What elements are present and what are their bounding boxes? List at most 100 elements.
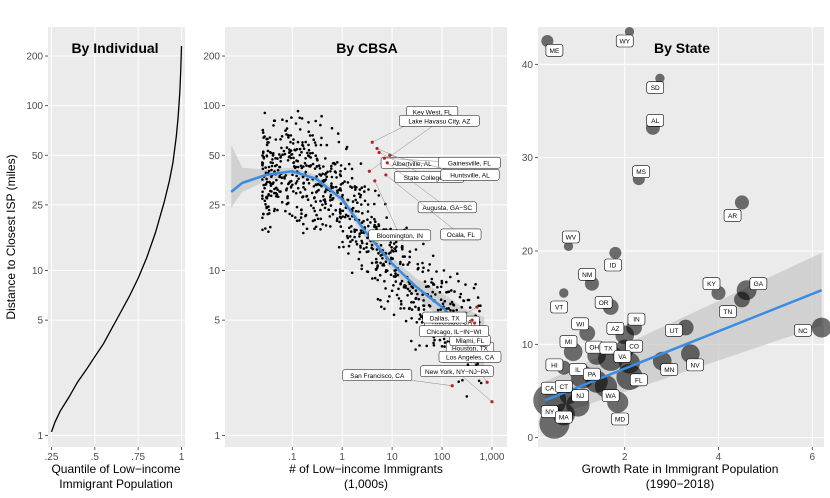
- cbsa-point: [339, 164, 343, 167]
- cbsa-point: [274, 156, 277, 160]
- cbsa-point: [357, 210, 360, 213]
- cbsa-point: [421, 261, 424, 265]
- cbsa-point: [338, 188, 341, 192]
- cbsa-point: [295, 205, 299, 209]
- highlighted-cbsa-point: [373, 179, 377, 183]
- cbsa-point: [313, 218, 317, 222]
- cbsa-point: [339, 225, 343, 228]
- x-tick-label: .25: [45, 452, 59, 463]
- panel-2-xlabel-line2: (1,000s): [344, 477, 388, 491]
- cbsa-label: Augusta, GA−SC: [422, 205, 472, 212]
- cbsa-point: [403, 284, 406, 287]
- cbsa-point: [261, 131, 265, 134]
- cbsa-point: [283, 175, 286, 179]
- cbsa-label: Ocala, FL: [447, 232, 476, 239]
- state-label: CA: [545, 386, 555, 393]
- state-label: TX: [604, 346, 613, 353]
- cbsa-point: [312, 138, 316, 141]
- cbsa-point: [263, 111, 267, 115]
- state-label-box: [559, 335, 578, 348]
- cbsa-label-box: [438, 156, 501, 169]
- cbsa-point: [336, 132, 340, 135]
- highlighted-cbsa-point: [475, 305, 479, 309]
- cbsa-point: [460, 305, 464, 309]
- cbsa-point: [307, 182, 311, 185]
- cbsa-point: [329, 204, 333, 207]
- cbsa-point: [280, 146, 283, 150]
- state-label-box: [554, 380, 573, 393]
- cbsa-point: [313, 227, 316, 230]
- cbsa-point: [269, 189, 272, 193]
- cbsa-point: [283, 152, 287, 156]
- cbsa-point: [351, 200, 355, 203]
- cbsa-point: [273, 119, 277, 122]
- panel-3-ticks: 0 10 20 30 40 2 4 6: [522, 60, 816, 463]
- panel-1-gridlines: [48, 27, 185, 447]
- state-label-box: [554, 410, 573, 424]
- cbsa-point: [295, 219, 299, 223]
- cbsa-point: [449, 309, 452, 312]
- cbsa-point: [267, 208, 271, 212]
- cbsa-point: [300, 212, 303, 215]
- cbsa-point: [339, 202, 343, 205]
- cbsa-point: [354, 209, 358, 213]
- cbsa-point: [388, 243, 392, 247]
- cbsa-point: [392, 313, 396, 317]
- state-label-box: [583, 367, 601, 381]
- highlighted-cbsa-point: [388, 153, 392, 157]
- cbsa-point: [330, 184, 333, 188]
- cbsa-point: [376, 264, 380, 267]
- cbsa-point: [322, 165, 325, 168]
- cbsa-point: [280, 200, 284, 204]
- cbsa-point: [349, 230, 353, 233]
- state-label: VA: [618, 354, 627, 361]
- cbsa-point: [299, 164, 303, 168]
- cbsa-label: Albertville, AL: [392, 161, 432, 168]
- panel-by-individual: 1 5 10 25 50 100 200 .25 .5 .75 1 By Individual Qu…: [4, 27, 185, 491]
- cbsa-point: [294, 191, 298, 195]
- cbsa-point: [422, 266, 425, 270]
- state-bubble: [624, 26, 635, 37]
- cbsa-point: [456, 272, 459, 276]
- cbsa-point: [287, 181, 291, 185]
- cbsa-point: [383, 279, 386, 283]
- state-label: MA: [559, 415, 569, 422]
- cbsa-point: [350, 225, 353, 228]
- cbsa-point: [267, 169, 271, 173]
- cbsa-point: [438, 338, 442, 342]
- cbsa-point: [309, 152, 312, 155]
- highlighted-cbsa-point: [450, 384, 454, 388]
- cbsa-point: [416, 267, 420, 271]
- cbsa-point: [434, 293, 437, 296]
- cbsa-point: [268, 136, 272, 139]
- cbsa-point: [261, 194, 264, 197]
- cbsa-point: [393, 247, 397, 250]
- cbsa-point: [339, 216, 343, 220]
- cbsa-point: [302, 165, 305, 168]
- cbsa-point: [346, 181, 350, 184]
- state-label-box: [646, 114, 665, 127]
- y-tick-label: 25: [32, 200, 44, 211]
- cbsa-point: [290, 153, 294, 156]
- cbsa-point: [305, 194, 309, 198]
- cbsa-point: [427, 285, 430, 288]
- y-tick-label: 5: [37, 316, 43, 327]
- cbsa-point: [450, 300, 454, 304]
- cbsa-point: [359, 162, 363, 165]
- cbsa-point: [313, 209, 317, 213]
- cbsa-point: [278, 153, 281, 156]
- state-label: CT: [559, 384, 568, 391]
- state-label: NC: [798, 328, 808, 335]
- cbsa-point: [353, 194, 356, 198]
- cbsa-point: [273, 170, 276, 173]
- y-tick-label: 50: [32, 151, 44, 162]
- state-label: KY: [707, 281, 716, 288]
- state-label-box: [599, 341, 618, 355]
- cbsa-point: [389, 241, 393, 244]
- highlighted-cbsa-point: [473, 321, 477, 325]
- cbsa-point: [299, 216, 303, 219]
- cbsa-point: [296, 140, 300, 144]
- cbsa-point: [452, 303, 456, 307]
- cbsa-point: [462, 299, 465, 302]
